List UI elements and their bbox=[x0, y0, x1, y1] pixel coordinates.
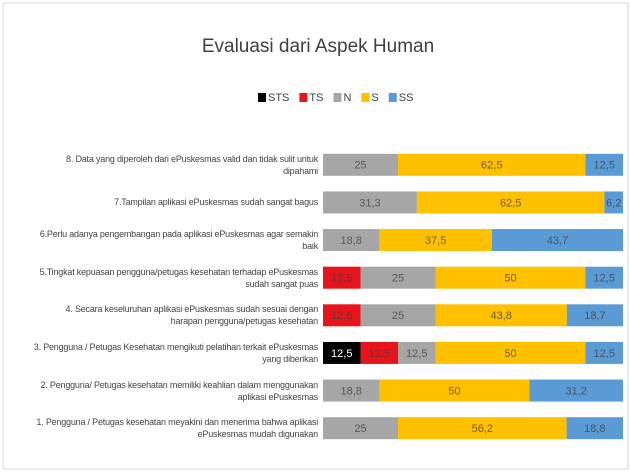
data-label: 31,3 bbox=[359, 197, 380, 209]
data-label: 31,2 bbox=[565, 385, 586, 397]
bar-segment bbox=[585, 153, 623, 176]
data-label: 50 bbox=[504, 348, 516, 360]
bar-segment bbox=[379, 379, 530, 402]
bar-segment bbox=[379, 229, 492, 252]
chart-title: Evaluasi dari Aspek Human bbox=[202, 36, 434, 57]
category-label: 4. Secara keseluruhan aplikasi ePuskesma… bbox=[65, 304, 319, 327]
bar-segment bbox=[566, 417, 623, 440]
bar-segment bbox=[360, 341, 398, 364]
bar-segment bbox=[416, 191, 605, 214]
bar-segment bbox=[585, 341, 623, 364]
data-label: 43,7 bbox=[547, 235, 568, 247]
data-label: 18,8 bbox=[340, 385, 361, 397]
bar-segment bbox=[398, 153, 586, 176]
bar-segment bbox=[323, 191, 417, 214]
bar-segment bbox=[529, 379, 623, 402]
legend-swatch bbox=[299, 93, 308, 102]
bar-segment bbox=[323, 153, 398, 176]
data-label: 62,5 bbox=[500, 197, 521, 209]
data-label: 50 bbox=[448, 385, 460, 397]
data-label: 18,7 bbox=[584, 310, 605, 322]
bar-segment bbox=[435, 266, 586, 289]
bar-segment bbox=[585, 266, 623, 289]
data-label: 25 bbox=[354, 423, 366, 435]
category-label: 2. Pengguna/ Petugas kesehatan memiliki … bbox=[40, 379, 319, 402]
bar-segment bbox=[323, 341, 361, 364]
data-label: 12,5 bbox=[331, 310, 352, 322]
bar-segment bbox=[604, 191, 623, 214]
data-label: 56,2 bbox=[472, 423, 493, 435]
bar-segment bbox=[491, 229, 623, 252]
data-label: 37,5 bbox=[425, 235, 446, 247]
legend-label: N bbox=[343, 92, 351, 104]
legend-label: STS bbox=[268, 92, 289, 104]
bar-segment bbox=[323, 229, 380, 252]
bar-segment bbox=[360, 304, 436, 327]
data-label: 25 bbox=[354, 160, 366, 172]
data-label: 43,8 bbox=[490, 310, 511, 322]
bar-segment bbox=[360, 266, 436, 289]
data-label: 25 bbox=[392, 310, 404, 322]
legend-swatch bbox=[333, 93, 342, 102]
category-label: 8. Data yang diperoleh dari ePuskesmas v… bbox=[66, 153, 318, 176]
bar-segment bbox=[566, 304, 623, 327]
data-label: 12,5 bbox=[594, 160, 615, 172]
bar-segment bbox=[323, 379, 380, 402]
legend-swatch bbox=[258, 93, 266, 102]
bar-segment bbox=[398, 417, 567, 440]
bar-segment bbox=[435, 341, 586, 364]
bar-segment bbox=[398, 341, 436, 364]
data-label: 12,5 bbox=[594, 273, 615, 285]
data-label: 12,5 bbox=[406, 348, 427, 360]
category-label: 7.Tampilan aplikasi ePuskesmas sudah san… bbox=[114, 197, 318, 208]
category-label: 6.Perlu adanya pengembangan pada aplikas… bbox=[39, 229, 318, 252]
data-label: 12,5 bbox=[331, 273, 352, 285]
legend-swatch bbox=[361, 93, 370, 102]
legend-label: TS bbox=[309, 92, 323, 104]
data-label: 18,8 bbox=[340, 235, 361, 247]
bar-segment bbox=[323, 417, 398, 440]
data-label: 12,5 bbox=[594, 348, 615, 360]
data-label: 12,5 bbox=[331, 348, 352, 360]
data-label: 6,2 bbox=[606, 197, 621, 209]
data-label: 62,5 bbox=[481, 160, 502, 172]
legend-swatch bbox=[388, 93, 397, 102]
bar-segment bbox=[323, 266, 361, 289]
legend-label: SS bbox=[399, 92, 414, 104]
data-label: 25 bbox=[392, 273, 404, 285]
category-label: 1. Pengguna / Petugas kesehatan meyakini… bbox=[36, 417, 318, 440]
category-label: 3. Pengguna / Petugas Kesehatan mengikut… bbox=[33, 341, 318, 364]
bar-segment bbox=[323, 304, 361, 327]
data-label: 50 bbox=[504, 273, 516, 285]
category-label: 5.Tingkat kepuasan pengguna/petugas kese… bbox=[39, 266, 319, 289]
data-label: 12,5 bbox=[369, 348, 390, 360]
bar-segment bbox=[435, 304, 567, 327]
legend-label: S bbox=[371, 92, 378, 104]
data-label: 18,8 bbox=[584, 423, 605, 435]
